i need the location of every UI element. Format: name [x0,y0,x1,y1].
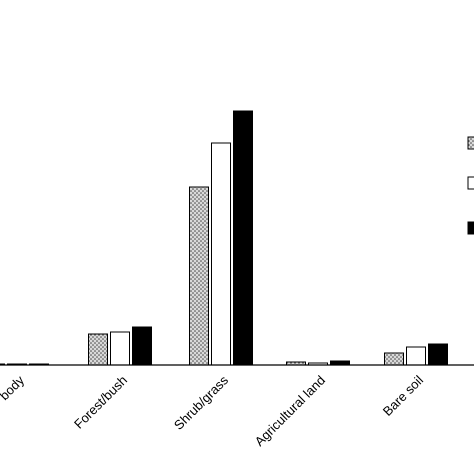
x-tick-labels: body Forest/bush Shrub/grass Agricultural l… [0,372,426,450]
bar-1-bare-soil [384,352,404,366]
legend-swatch-2 [467,176,474,190]
bar-3-bare-soil [428,343,448,366]
bar-2-shrub-grass [211,142,231,366]
bar-1-shrub-grass [189,186,209,366]
bars-group [0,110,448,366]
bar-3-forest-bush [132,326,152,366]
x-tick-label: body [0,372,27,403]
legend-swatch-1 [467,136,474,150]
legend-swatch-3 [467,221,474,235]
legend [467,136,474,235]
x-tick-label: Agricultural land [252,373,329,450]
bar-2-forest-bush [110,331,130,366]
bar-3-shrub-grass [233,110,253,366]
x-tick-label: Forest/bush [71,373,130,432]
bar-2-bare-soil [406,346,426,366]
bar-1-forest-bush [88,333,108,366]
x-tick-label: Shrub/grass [171,372,232,433]
x-tick-label: Bare soil [380,372,426,418]
